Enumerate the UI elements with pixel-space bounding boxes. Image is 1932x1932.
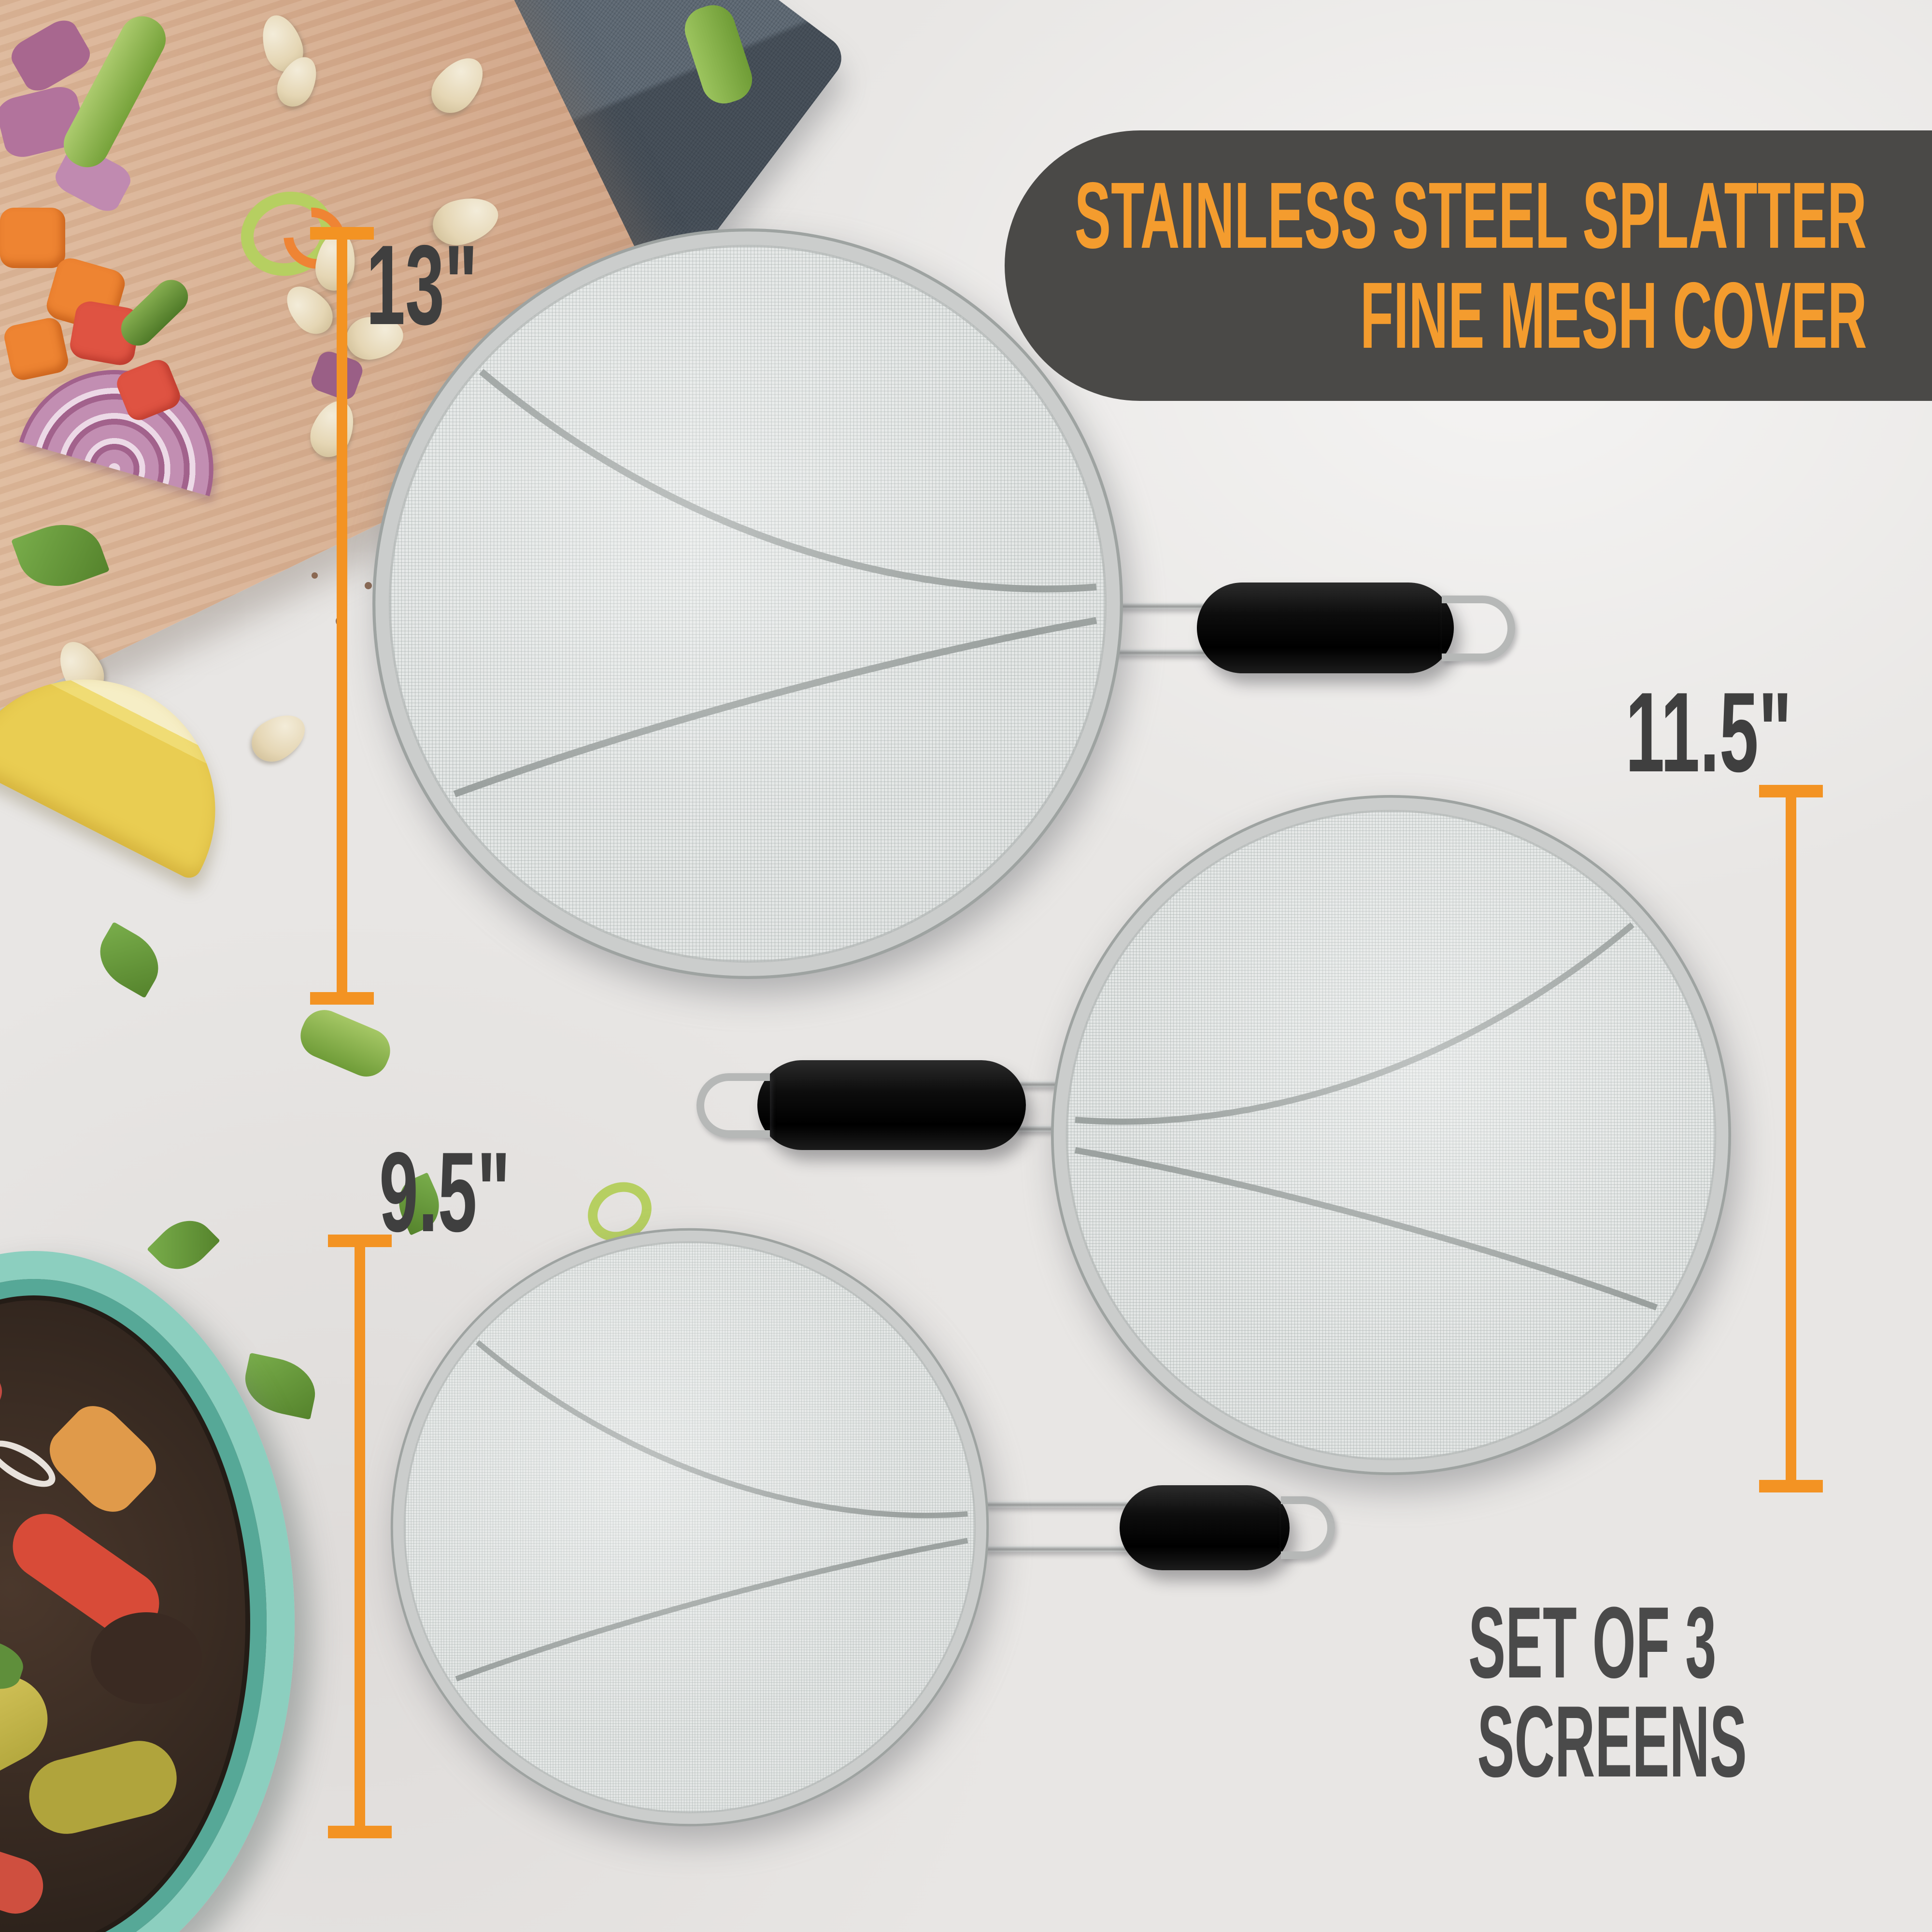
large-screen-handle-grip — [1197, 582, 1454, 673]
food-chunk — [0, 1335, 9, 1446]
cilantro-leaf — [146, 1208, 221, 1282]
measurement-line-9-5in — [355, 1235, 365, 1838]
sunflower-seed — [243, 705, 314, 770]
cilantro-leaf — [88, 922, 170, 998]
green-onion-piece — [294, 1003, 397, 1084]
crumb — [365, 582, 372, 589]
mesh-screen-graphic — [1051, 795, 1732, 1476]
measurement-line-11-5in — [1786, 785, 1796, 1492]
size-label-11-5in: 11.5" — [1521, 675, 1792, 789]
zucchini-wedge — [21, 1733, 185, 1842]
size-label-13in: 13" — [366, 228, 546, 341]
size-label-9-5in: 9.5" — [379, 1135, 591, 1249]
handle-wire — [1115, 603, 1209, 609]
banner-title-line2-text: FINE MESH COVER — [1360, 263, 1867, 368]
splatter-screen-11-5-inch — [1046, 790, 1736, 1480]
red-pepper-strip — [0, 1828, 51, 1921]
banner-title-line1-text: STAINLESS STEEL SPLATTER — [1074, 163, 1867, 268]
mesh-screen-graphic — [372, 228, 1123, 979]
small-screen-hanging-loop — [1281, 1496, 1335, 1559]
set-count-line2-text: SCREENS — [1477, 1685, 1747, 1798]
set-count-caption: SET OF 3 SCREENS — [1367, 1586, 1747, 1792]
handle-wire — [983, 1546, 1130, 1552]
splatter-screen-13-inch — [367, 223, 1128, 984]
food-chunk — [91, 1612, 202, 1704]
set-count-line1-text: SET OF 3 — [1468, 1586, 1717, 1699]
handle-wire — [1115, 649, 1209, 655]
size-label-9-5in-text: 9.5" — [379, 1128, 511, 1255]
set-count-line1: SET OF 3 — [1367, 1586, 1724, 1699]
handle-wire — [983, 1501, 1130, 1507]
food-chunk — [39, 1395, 167, 1523]
pepper-cube — [0, 208, 65, 268]
size-label-11-5in-text: 11.5" — [1625, 668, 1792, 796]
splatter-screen-9-5-inch — [386, 1224, 993, 1831]
cilantro-leaf — [239, 1352, 321, 1420]
title-banner: STAINLESS STEEL SPLATTER FINE MESH COVER — [1005, 130, 1932, 401]
set-count-line2: SCREENS — [1367, 1691, 1747, 1792]
medium-screen-hanging-loop — [696, 1073, 770, 1138]
size-label-13in-text: 13" — [366, 221, 478, 348]
small-screen-handle-grip — [1120, 1485, 1290, 1570]
banner-title-line2: FINE MESH COVER — [993, 266, 1867, 366]
banner-title-line1: STAINLESS STEEL SPLATTER — [501, 166, 1867, 266]
mesh-screen-graphic — [390, 1228, 989, 1827]
crumb — [312, 572, 318, 579]
medium-screen-handle-grip — [757, 1060, 1026, 1150]
measurement-line-13in — [337, 227, 347, 1005]
large-screen-hanging-loop — [1442, 596, 1515, 661]
